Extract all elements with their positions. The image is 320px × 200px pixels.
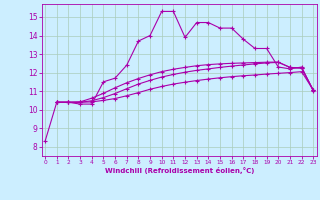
X-axis label: Windchill (Refroidissement éolien,°C): Windchill (Refroidissement éolien,°C)	[105, 167, 254, 174]
